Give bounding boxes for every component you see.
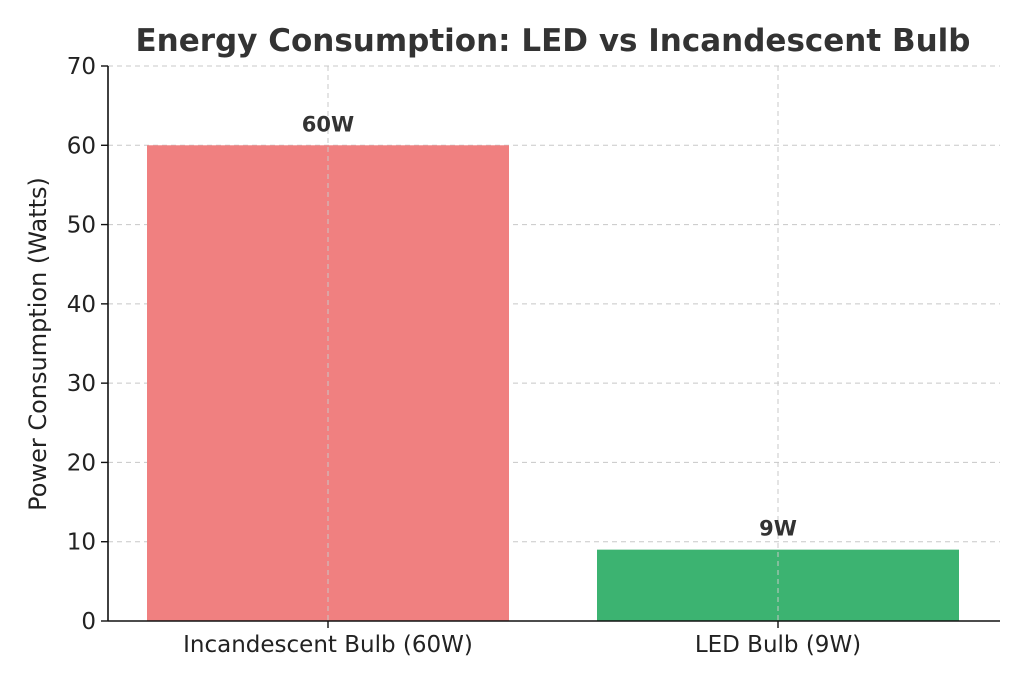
data-labels: 60W 9W (302, 112, 797, 540)
axes (107, 66, 1000, 622)
bar-value-label: 9W (759, 517, 797, 541)
y-ticks: 0 10 20 30 40 50 60 70 (67, 54, 108, 635)
y-axis-label: Power Consumption (Watts) (24, 177, 52, 511)
y-tick-label: 60 (67, 133, 96, 159)
y-tick-label: 40 (67, 292, 96, 318)
y-tick-label: 0 (81, 609, 96, 635)
y-tick-label: 70 (67, 54, 96, 80)
x-tick-label: Incandescent Bulb (60W) (183, 632, 473, 658)
chart-title: Energy Consumption: LED vs Incandescent … (135, 23, 970, 59)
y-tick-label: 50 (67, 213, 96, 239)
bar-value-label: 60W (302, 112, 354, 136)
x-ticks: Incandescent Bulb (60W) LED Bulb (9W) (183, 621, 861, 658)
y-tick-label: 30 (67, 371, 96, 397)
y-tick-label: 20 (67, 450, 96, 476)
x-tick-label: LED Bulb (9W) (695, 632, 861, 658)
bars (147, 66, 959, 622)
y-tick-label: 10 (67, 530, 96, 556)
